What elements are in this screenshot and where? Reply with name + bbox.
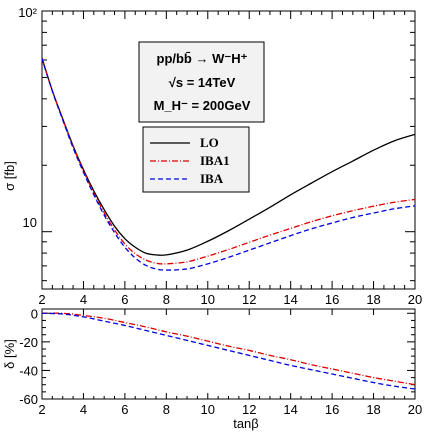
top-x-tick-label: 8 <box>163 292 170 307</box>
top-series-iba <box>41 58 416 271</box>
bottom-x-tick-label: 6 <box>121 402 128 417</box>
bottom-x-tick-label: 10 <box>201 402 215 417</box>
top-x-tick-label: 18 <box>366 292 380 307</box>
top-x-tick-label: 20 <box>408 292 422 307</box>
info-mass: M_H⁻ = 200GeV <box>154 98 251 113</box>
bottom-x-tick-label: 8 <box>163 402 170 417</box>
bottom-x-tick-label: 16 <box>325 402 339 417</box>
legend-label-iba: IBA <box>200 171 224 186</box>
bottom-y-tick-label: 0 <box>31 306 38 321</box>
top-y-tick-label-10: 10 <box>23 215 37 230</box>
bottom-series-iba <box>41 312 416 390</box>
info-energy: √s = 14TeV <box>169 75 236 90</box>
bottom-series-group <box>41 312 416 390</box>
legend: LO IBA1 IBA <box>142 126 250 193</box>
bottom-y-tick-label: -20 <box>19 335 38 350</box>
top-y-tick-label-100: 10² <box>18 5 37 20</box>
top-series-group <box>41 58 416 271</box>
bottom-x-tick-label: 18 <box>366 402 380 417</box>
top-axis-ticks: 2 4 6 8 10 12 14 16 18 20 <box>38 10 422 307</box>
info-box: pp/bb̄ → W⁻H⁺ √s = 14TeV M_H⁻ = 200GeV <box>138 41 265 123</box>
top-x-tick-label: 2 <box>38 292 45 307</box>
top-x-tick-label: 12 <box>242 292 256 307</box>
top-x-tick-label: 10 <box>201 292 215 307</box>
legend-label-iba1: IBA1 <box>200 153 230 168</box>
top-x-tick-label: 14 <box>283 292 297 307</box>
bottom-series-iba1 <box>41 312 416 386</box>
bottom-x-tick-label: 14 <box>283 402 297 417</box>
top-x-tick-label: 4 <box>80 292 87 307</box>
bottom-y-tick-label: -60 <box>19 392 38 407</box>
bottom-plot-frame <box>41 308 416 400</box>
bottom-axis-ticks: 2 4 6 8 10 12 14 16 18 20 0 -20 -40 -60 <box>19 306 422 417</box>
legend-label-lo: LO <box>200 135 219 150</box>
bottom-x-tick-label: 2 <box>38 402 45 417</box>
top-x-tick-label: 6 <box>121 292 128 307</box>
info-process: pp/bb̄ → W⁻H⁺ <box>157 51 248 66</box>
top-y-axis-title: σ [fb] <box>2 161 17 191</box>
bottom-x-tick-label: 4 <box>80 402 87 417</box>
bottom-x-tick-label: 12 <box>242 402 256 417</box>
bottom-y-axis-title: δ [%] <box>2 339 17 369</box>
bottom-y-tick-label: -40 <box>19 363 38 378</box>
bottom-x-axis-title: tanβ <box>233 416 259 431</box>
bottom-x-tick-label: 20 <box>408 402 422 417</box>
top-x-tick-label: 16 <box>325 292 339 307</box>
